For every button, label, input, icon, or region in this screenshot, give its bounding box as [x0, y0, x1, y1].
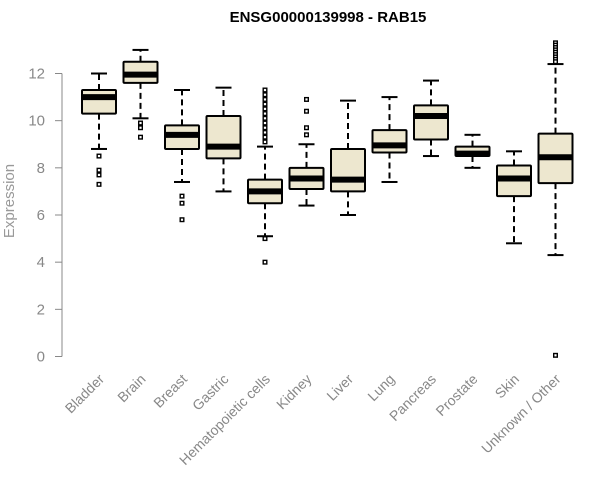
outlier-point: [262, 101, 268, 107]
outlier-point: [553, 59, 559, 65]
box-breast: [164, 89, 200, 223]
x-tick-label: Unknown / Other: [478, 371, 564, 457]
box-hematopoietic-cells: [247, 87, 283, 265]
y-tick-label: 0: [37, 349, 45, 366]
outlier-point: [262, 259, 268, 265]
outlier-point: [304, 108, 310, 114]
outlier-point: [137, 120, 143, 126]
outlier-point: [96, 167, 102, 173]
x-tick-label: Kidney: [273, 371, 315, 413]
outlier-point: [179, 217, 185, 223]
box-prostate: [454, 133, 491, 169]
box-bladder: [81, 72, 117, 187]
outlier-point: [137, 134, 143, 140]
outlier-point: [262, 106, 268, 112]
y-tick-label: 6: [37, 207, 45, 224]
x-tick-label: Prostate: [432, 371, 480, 419]
axes: 0 2 4 6 8 10 12: [28, 66, 63, 366]
chart-title: ENSG00000139998 - RAB15: [230, 9, 427, 26]
y-tick-label: 2: [37, 301, 45, 318]
y-tick-label: 4: [37, 254, 45, 271]
outlier-point: [304, 132, 310, 138]
outlier-point: [262, 236, 268, 242]
outlier-point: [262, 96, 268, 102]
outlier-point: [262, 111, 268, 117]
x-tick-label: Bladder: [62, 371, 108, 417]
outlier-point: [262, 129, 268, 135]
iqr-box: [413, 104, 449, 141]
box-unknown-other: [537, 40, 574, 358]
iqr-box: [371, 129, 408, 154]
iqr-box: [81, 89, 117, 115]
outlier-point: [262, 92, 268, 98]
x-tick-label: Liver: [323, 371, 356, 404]
iqr-box: [330, 147, 366, 193]
outlier-point: [553, 352, 559, 358]
outlier-point: [262, 125, 268, 131]
x-tick-label: Lung: [364, 371, 397, 404]
box-gastric: [205, 86, 242, 193]
box-lung: [371, 96, 408, 183]
box-pancreas: [413, 79, 449, 158]
box-skin: [496, 150, 532, 245]
x-tick-label: Skin: [492, 371, 523, 402]
outlier-point: [262, 139, 268, 145]
outlier-point: [262, 115, 268, 121]
box-liver: [330, 99, 366, 216]
outlier-point: [96, 172, 102, 178]
outlier-point: [304, 96, 310, 102]
iqr-box: [205, 114, 242, 160]
y-axis-label: Expression: [1, 164, 18, 238]
outlier-point: [179, 193, 185, 199]
y-tick-label: 10: [28, 113, 45, 130]
x-tick-label: Brain: [114, 371, 148, 405]
outlier-point: [137, 125, 143, 131]
outlier-point: [96, 153, 102, 159]
outlier-point: [96, 181, 102, 187]
y-tick-label: 8: [37, 160, 45, 177]
y-tick-label: 12: [28, 66, 45, 83]
box-kidney: [288, 96, 325, 207]
boxes-group: [81, 40, 574, 358]
outlier-point: [262, 134, 268, 140]
outlier-point: [304, 125, 310, 131]
outlier-point: [179, 200, 185, 206]
box-brain: [122, 48, 159, 140]
outlier-point: [262, 87, 268, 93]
x-tick-label: Breast: [150, 371, 190, 411]
outlier-point: [262, 120, 268, 126]
